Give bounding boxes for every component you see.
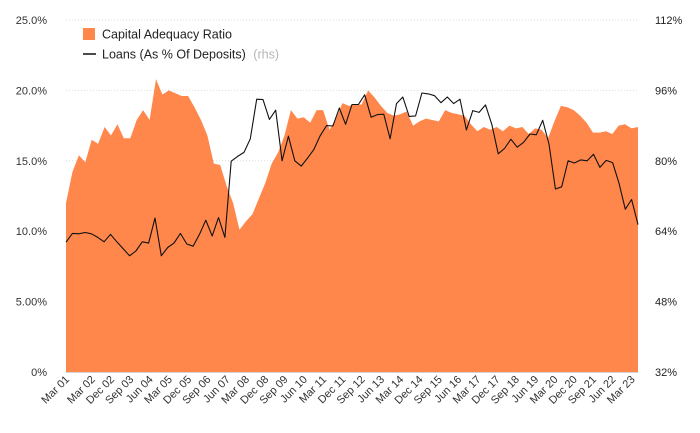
legend-label-capital-adequacy: Capital Adequacy Ratio [102,28,232,42]
legend-label-loans: Loans (As % Of Deposits) [102,48,246,62]
legend: Capital Adequacy Ratio Loans (As % Of De… [83,28,279,62]
loans-line-layer [65,92,639,257]
right-y-tick-label: 32% [655,367,677,379]
right-y-axis: 32% 48% 64% 80% 96% 112% [655,15,683,379]
right-y-tick-label: 112% [655,15,683,27]
left-y-tick-label: 10.0% [16,226,47,238]
capital-adequacy-area-layer [66,79,638,372]
left-y-tick-label: 15.0% [16,156,47,168]
svg-text:Loans (As % Of Deposits): Loans (As % Of Deposits) (rhs) [102,48,279,62]
legend-swatch-capital-adequacy [83,28,95,40]
left-y-tick-label: 20.0% [16,85,47,97]
capital-adequacy-area [66,79,638,372]
right-y-tick-label: 80% [655,156,677,168]
left-y-tick-label: 25.0% [16,15,47,27]
left-y-tick-label: 0% [31,367,47,379]
left-y-axis: 0% 5.00% 10.0% 15.0% 20.0% 25.0% [16,15,47,379]
right-y-tick-label: 96% [655,85,677,97]
right-y-tick-label: 48% [655,297,677,309]
loans-line [65,92,639,257]
right-y-tick-label: 64% [655,226,677,238]
left-y-tick-label: 5.00% [16,297,47,309]
legend-rhs-note: (rhs) [253,48,279,62]
